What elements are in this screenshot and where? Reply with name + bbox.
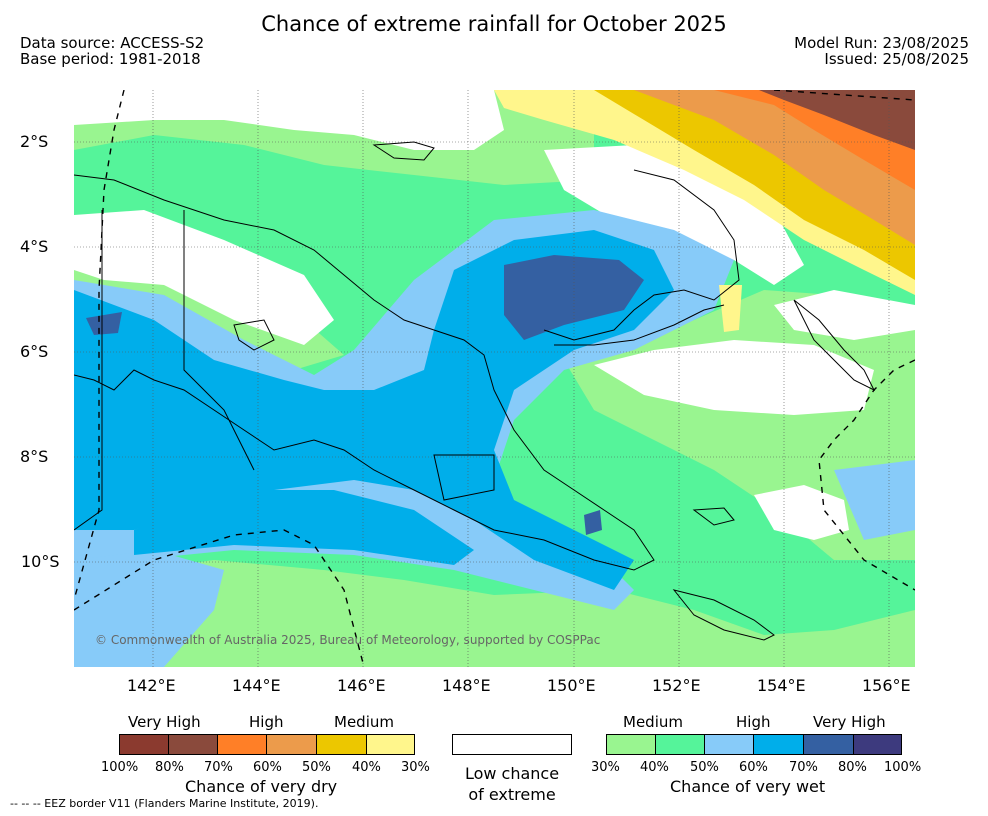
lat-label-10s: 10°S (21, 552, 60, 571)
meta-right: Model Run: 23/08/2025 Issued: 25/08/2025 (794, 35, 969, 67)
neutral-caption: Low chance of extreme (440, 763, 584, 805)
wet-swatch-40 (655, 734, 705, 755)
dry-swatch-40 (366, 734, 415, 755)
eez-footnote: -- -- -- EEZ border V11 (Flanders Marine… (10, 797, 319, 810)
zone-neutral-north (74, 90, 504, 150)
zone-wet-70-south (584, 510, 602, 535)
dry-scale-80: 80% (155, 760, 184, 775)
dry-scale-40: 40% (352, 760, 381, 775)
wet-cat-very-high: Very High (813, 713, 886, 731)
wet-scale-80: 80% (838, 760, 867, 775)
zone-wet-70-west (86, 312, 122, 335)
zone-dry-80 (759, 90, 915, 150)
wet-scale-30: 30% (591, 760, 620, 775)
lon-label-150e: 150°E (547, 676, 596, 695)
wet-scale-50: 50% (690, 760, 719, 775)
wet-scale-70: 70% (789, 760, 818, 775)
lon-label-152e: 152°E (652, 676, 701, 695)
map-title: Chance of extreme rainfall for October 2… (261, 12, 727, 36)
dry-scale-50: 50% (302, 760, 331, 775)
wet-cat-high: High (736, 713, 771, 731)
dry-cat-very-high: Very High (128, 713, 201, 731)
dry-swatch-60 (266, 734, 317, 755)
lat-label-2s: 2°S (20, 132, 49, 151)
rainfall-map (73, 89, 916, 668)
zone-neutral-west (74, 210, 334, 345)
data-source-text: Data source: ACCESS-S2 (20, 34, 205, 52)
dry-scale-30: 30% (401, 760, 430, 775)
copyright-text: © Commonwealth of Australia 2025, Bureau… (95, 633, 601, 647)
lat-label-6s: 6°S (20, 342, 49, 361)
dry-scale-60: 60% (253, 760, 282, 775)
neutral-caption-line2: of extreme (468, 785, 556, 804)
eez-borders (73, 89, 916, 668)
base-period-text: Base period: 1981-2018 (20, 50, 201, 68)
graticule (74, 90, 915, 667)
zone-neutral-ne (544, 145, 804, 285)
dry-scale-70: 70% (204, 760, 233, 775)
coastlines (73, 141, 876, 641)
zone-wet-50-se (834, 460, 915, 540)
lon-label-148e: 148°E (442, 676, 491, 695)
map-canvas (73, 89, 916, 668)
wet-swatch-30 (606, 734, 656, 755)
wet-swatch-70 (803, 734, 854, 755)
zone-neutral-east (594, 340, 874, 415)
zone-wet-50-sw (74, 550, 224, 667)
wet-cat-medium: Medium (623, 713, 683, 731)
dry-swatch-50 (316, 734, 367, 755)
dry-swatch-100 (119, 734, 169, 755)
dry-swatch-80 (168, 734, 218, 755)
dry-swatch-70 (217, 734, 267, 755)
lat-label-8s: 8°S (20, 447, 49, 466)
zone-neutral-ne2 (774, 290, 915, 340)
wet-scale-60: 60% (739, 760, 768, 775)
meta-left: Data source: ACCESS-S2 Base period: 1981… (20, 35, 204, 67)
dry-cat-medium: Medium (334, 713, 394, 731)
zone-wet-60-south (134, 490, 474, 565)
wet-scale-100: 100% (884, 760, 922, 775)
lon-label-156e: 156°E (862, 676, 911, 695)
lon-label-146e: 146°E (337, 676, 386, 695)
zone-wet-30-south (74, 560, 915, 667)
zone-neutral-se (754, 485, 849, 540)
lon-label-154e: 154°E (757, 676, 806, 695)
lat-label-4s: 4°S (20, 237, 49, 256)
zone-dry-30-spot (719, 285, 742, 332)
model-run-text: Model Run: 23/08/2025 (794, 34, 969, 52)
neutral-caption-line1: Low chance (464, 764, 560, 783)
wet-swatch-80 (853, 734, 902, 755)
lon-label-142e: 142°E (127, 676, 176, 695)
dry-scale-100: 100% (101, 760, 139, 775)
dry-caption: Chance of very dry (185, 777, 338, 796)
lon-label-144e: 144°E (232, 676, 281, 695)
wet-swatch-60 (753, 734, 804, 755)
wet-scale-40: 40% (640, 760, 669, 775)
wet-caption: Chance of very wet (670, 777, 826, 796)
neutral-swatch (452, 734, 572, 755)
dry-cat-high: High (249, 713, 284, 731)
wet-swatch-50 (704, 734, 754, 755)
issued-text: Issued: 25/08/2025 (824, 50, 969, 68)
